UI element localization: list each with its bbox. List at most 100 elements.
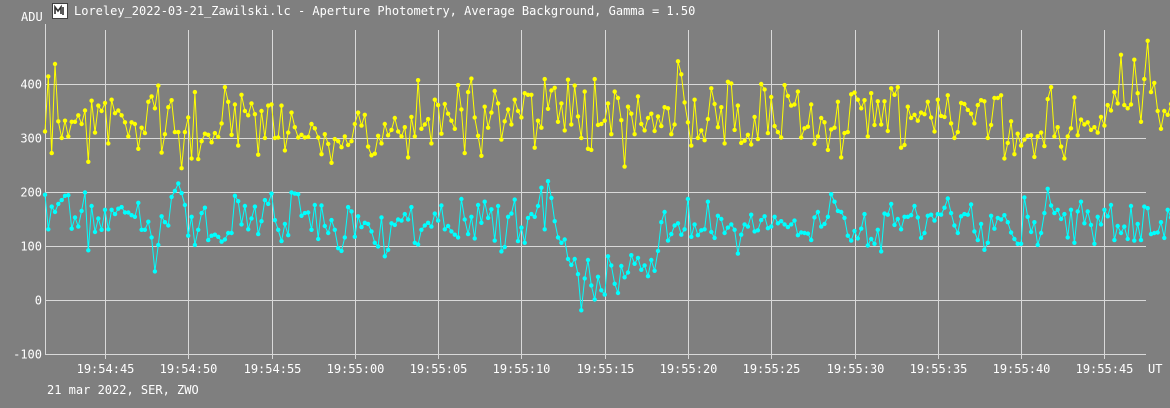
- data-point: [695, 135, 701, 141]
- data-point: [99, 108, 104, 114]
- data-point: [602, 118, 607, 123]
- data-point: [825, 147, 831, 153]
- x-tick-label: 19:55:35: [910, 362, 968, 376]
- data-point: [1162, 235, 1167, 241]
- data-point: [242, 108, 248, 114]
- data-point: [595, 274, 601, 279]
- data-point: [272, 217, 278, 223]
- data-point: [485, 125, 491, 130]
- data-point: [595, 122, 601, 128]
- data-point: [136, 200, 141, 205]
- data-point: [56, 201, 61, 207]
- data-point: [632, 261, 637, 266]
- data-point: [632, 132, 637, 137]
- data-point: [296, 192, 301, 197]
- data-point: [772, 123, 777, 129]
- data-point: [739, 232, 744, 237]
- data-point: [545, 106, 551, 112]
- data-point: [425, 116, 431, 122]
- data-point: [92, 130, 98, 135]
- data-point: [975, 237, 980, 243]
- data-point: [629, 111, 634, 116]
- data-point: [705, 116, 711, 122]
- data-point: [1115, 101, 1120, 106]
- x-tick-label: 19:55:30: [827, 362, 885, 376]
- y-tick-label: 100: [20, 240, 42, 254]
- data-point: [382, 121, 387, 127]
- series-2: [42, 179, 1170, 313]
- data-point: [1082, 221, 1087, 226]
- data-point: [172, 129, 178, 135]
- data-point: [242, 203, 248, 209]
- data-point: [1108, 202, 1114, 208]
- data-point: [392, 115, 397, 121]
- x-tick-label: 19:55:15: [577, 362, 635, 376]
- data-point: [845, 129, 850, 135]
- data-point: [745, 132, 751, 137]
- data-point: [152, 106, 158, 111]
- data-point: [702, 138, 707, 143]
- data-point: [985, 135, 990, 141]
- data-point: [256, 152, 261, 157]
- data-point: [62, 118, 68, 123]
- data-point: [482, 199, 487, 204]
- data-point: [722, 230, 727, 236]
- data-point: [839, 209, 844, 215]
- data-point: [402, 211, 407, 217]
- data-point: [212, 232, 218, 237]
- data-point: [69, 226, 74, 231]
- data-point: [219, 239, 224, 244]
- chart-footer: 21 mar 2022, SER, ZWO: [47, 383, 199, 397]
- data-point: [689, 143, 694, 148]
- data-point: [1162, 108, 1167, 114]
- data-point: [382, 254, 387, 259]
- data-point: [875, 99, 880, 104]
- data-point: [622, 164, 627, 169]
- data-point: [699, 228, 704, 233]
- data-point: [332, 227, 337, 232]
- data-point: [232, 102, 238, 107]
- data-point: [852, 228, 857, 234]
- data-point: [1138, 119, 1144, 125]
- data-point: [502, 119, 507, 124]
- data-point: [52, 209, 58, 215]
- data-point: [1058, 216, 1064, 222]
- data-point: [995, 215, 1000, 221]
- data-point: [182, 202, 188, 208]
- data-point: [569, 262, 574, 268]
- data-point: [955, 230, 960, 236]
- data-point: [239, 92, 244, 98]
- data-point: [322, 223, 327, 229]
- data-point: [879, 249, 884, 254]
- data-point: [792, 218, 797, 223]
- data-point: [1155, 230, 1160, 235]
- data-point: [978, 221, 984, 227]
- data-point: [832, 199, 837, 204]
- data-point: [342, 134, 347, 139]
- data-point: [1135, 91, 1140, 96]
- data-point: [739, 140, 744, 146]
- data-point: [925, 99, 930, 105]
- data-point: [309, 227, 314, 232]
- data-point: [719, 105, 724, 110]
- series-1-line: [44, 40, 1170, 169]
- data-point: [79, 121, 84, 127]
- data-point: [772, 214, 777, 219]
- data-point: [139, 227, 144, 232]
- data-point: [156, 242, 161, 248]
- data-point: [1045, 96, 1050, 102]
- data-point: [1005, 220, 1010, 225]
- data-point: [892, 92, 897, 98]
- x-tick-label: 19:55:00: [327, 362, 385, 376]
- data-point: [352, 234, 357, 239]
- data-point: [992, 226, 997, 231]
- data-point: [475, 202, 481, 208]
- data-point: [552, 219, 557, 224]
- data-point: [922, 112, 927, 117]
- data-point: [559, 101, 564, 106]
- data-point: [699, 128, 704, 133]
- data-point: [612, 281, 617, 286]
- data-point: [849, 238, 854, 243]
- data-point: [915, 118, 920, 123]
- data-point: [429, 224, 434, 229]
